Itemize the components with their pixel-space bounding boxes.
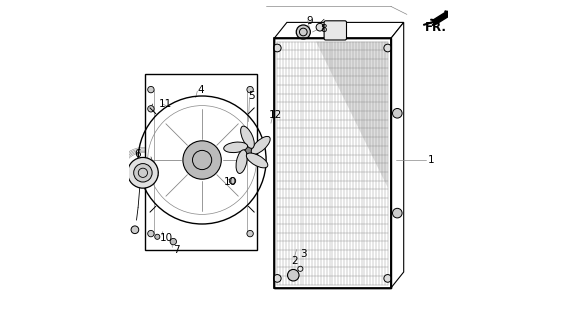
Text: 9: 9 [306, 16, 313, 26]
Circle shape [273, 275, 281, 282]
Text: 4: 4 [197, 84, 204, 95]
Bar [274, 38, 391, 288]
Text: 8: 8 [320, 24, 327, 34]
Circle shape [384, 275, 392, 282]
Text: 1: 1 [428, 155, 434, 165]
Ellipse shape [236, 150, 247, 173]
Text: 10: 10 [160, 233, 173, 244]
Text: 12: 12 [269, 110, 283, 120]
Circle shape [392, 108, 402, 118]
Circle shape [247, 86, 253, 93]
Text: FR.: FR. [425, 21, 447, 34]
Circle shape [170, 238, 177, 245]
Ellipse shape [251, 136, 270, 154]
Text: 5: 5 [249, 91, 255, 101]
Circle shape [183, 141, 222, 179]
Circle shape [296, 25, 310, 39]
Bar [274, 38, 391, 288]
Circle shape [148, 106, 154, 112]
Text: 7: 7 [173, 244, 180, 255]
Circle shape [155, 234, 160, 239]
Circle shape [392, 208, 402, 218]
Circle shape [148, 230, 154, 237]
Circle shape [287, 269, 299, 281]
Ellipse shape [241, 126, 254, 148]
FancyBboxPatch shape [324, 21, 347, 40]
Text: 2: 2 [292, 256, 298, 266]
Text: 11: 11 [159, 99, 172, 109]
Polygon shape [274, 22, 404, 38]
Circle shape [229, 178, 235, 184]
Circle shape [244, 146, 253, 155]
Polygon shape [316, 42, 388, 188]
Text: 6: 6 [134, 148, 141, 159]
FancyArrow shape [433, 11, 451, 25]
Text: 10: 10 [224, 177, 237, 187]
Ellipse shape [246, 153, 268, 168]
Circle shape [134, 164, 152, 182]
Ellipse shape [224, 142, 248, 153]
Circle shape [384, 44, 392, 52]
Circle shape [148, 86, 154, 93]
Circle shape [247, 230, 253, 237]
Circle shape [241, 142, 257, 158]
Bar [144, 74, 257, 250]
Bar [274, 38, 391, 288]
Circle shape [316, 23, 324, 31]
Circle shape [128, 157, 158, 188]
Circle shape [273, 44, 281, 52]
Circle shape [131, 226, 138, 234]
Text: 3: 3 [299, 249, 306, 260]
Polygon shape [391, 22, 404, 288]
